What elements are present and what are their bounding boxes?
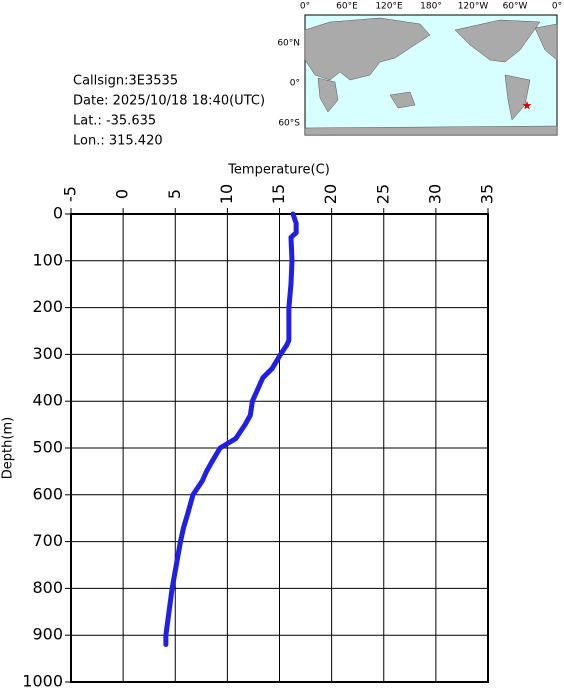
info-line: Lat.: -35.635 — [73, 114, 156, 129]
location-star: ★ — [522, 99, 533, 113]
map-lon-label: 0° — [552, 2, 562, 12]
land — [389, 91, 416, 109]
y-tick-label: 500 — [32, 438, 63, 457]
x-tick-label: 10 — [217, 184, 236, 204]
y-tick-label: 200 — [32, 297, 63, 316]
land — [454, 19, 541, 63]
map-lat-label: 60°S — [278, 119, 300, 129]
x-tick-label: 15 — [269, 184, 288, 204]
land — [504, 74, 531, 121]
y-tick-label: 900 — [32, 625, 63, 644]
y-tick-label: 800 — [32, 578, 63, 597]
plot-frame — [70, 213, 489, 683]
land — [534, 23, 558, 61]
y-tick-label: 400 — [32, 391, 63, 410]
land — [304, 17, 431, 81]
info-line: Callsign:3E3535 — [73, 74, 178, 89]
map-lon-label: 0° — [300, 2, 310, 12]
map-lat-label: 0° — [290, 79, 300, 89]
y-tick-label: 1000 — [22, 672, 63, 691]
map-lon-label: 120°W — [458, 2, 489, 12]
x-tick-label: 5 — [165, 189, 184, 199]
land — [317, 77, 339, 113]
x-tick-label: 20 — [321, 184, 340, 204]
x-axis-label: Temperature(C) — [227, 163, 330, 178]
map-lon-label: 180° — [420, 2, 442, 12]
map-lon-label: 60°E — [336, 2, 358, 12]
profile-line — [163, 211, 299, 648]
land — [304, 125, 558, 136]
y-tick-label: 700 — [32, 531, 63, 550]
y-tick-label: 100 — [32, 250, 63, 269]
map-lat-label: 60°N — [277, 39, 300, 49]
map-lon-label: 60°W — [503, 2, 528, 12]
y-tick-label: 300 — [32, 344, 63, 363]
info-line: Date: 2025/10/18 18:40(UTC) — [73, 94, 265, 109]
y-tick-label: 600 — [32, 484, 63, 503]
y-axis-label: Depth(m) — [1, 417, 16, 479]
info-line: Lon.: 315.420 — [73, 134, 163, 149]
x-tick-label: 35 — [478, 184, 497, 204]
map-lon-label: 120°E — [375, 2, 403, 12]
x-tick-label: 0 — [113, 189, 132, 199]
y-tick-label: 0 — [53, 204, 63, 223]
x-tick-label: 30 — [425, 184, 444, 204]
x-tick-label: -5 — [61, 186, 80, 202]
map: ★ — [304, 14, 558, 136]
x-tick-label: 25 — [373, 184, 392, 204]
